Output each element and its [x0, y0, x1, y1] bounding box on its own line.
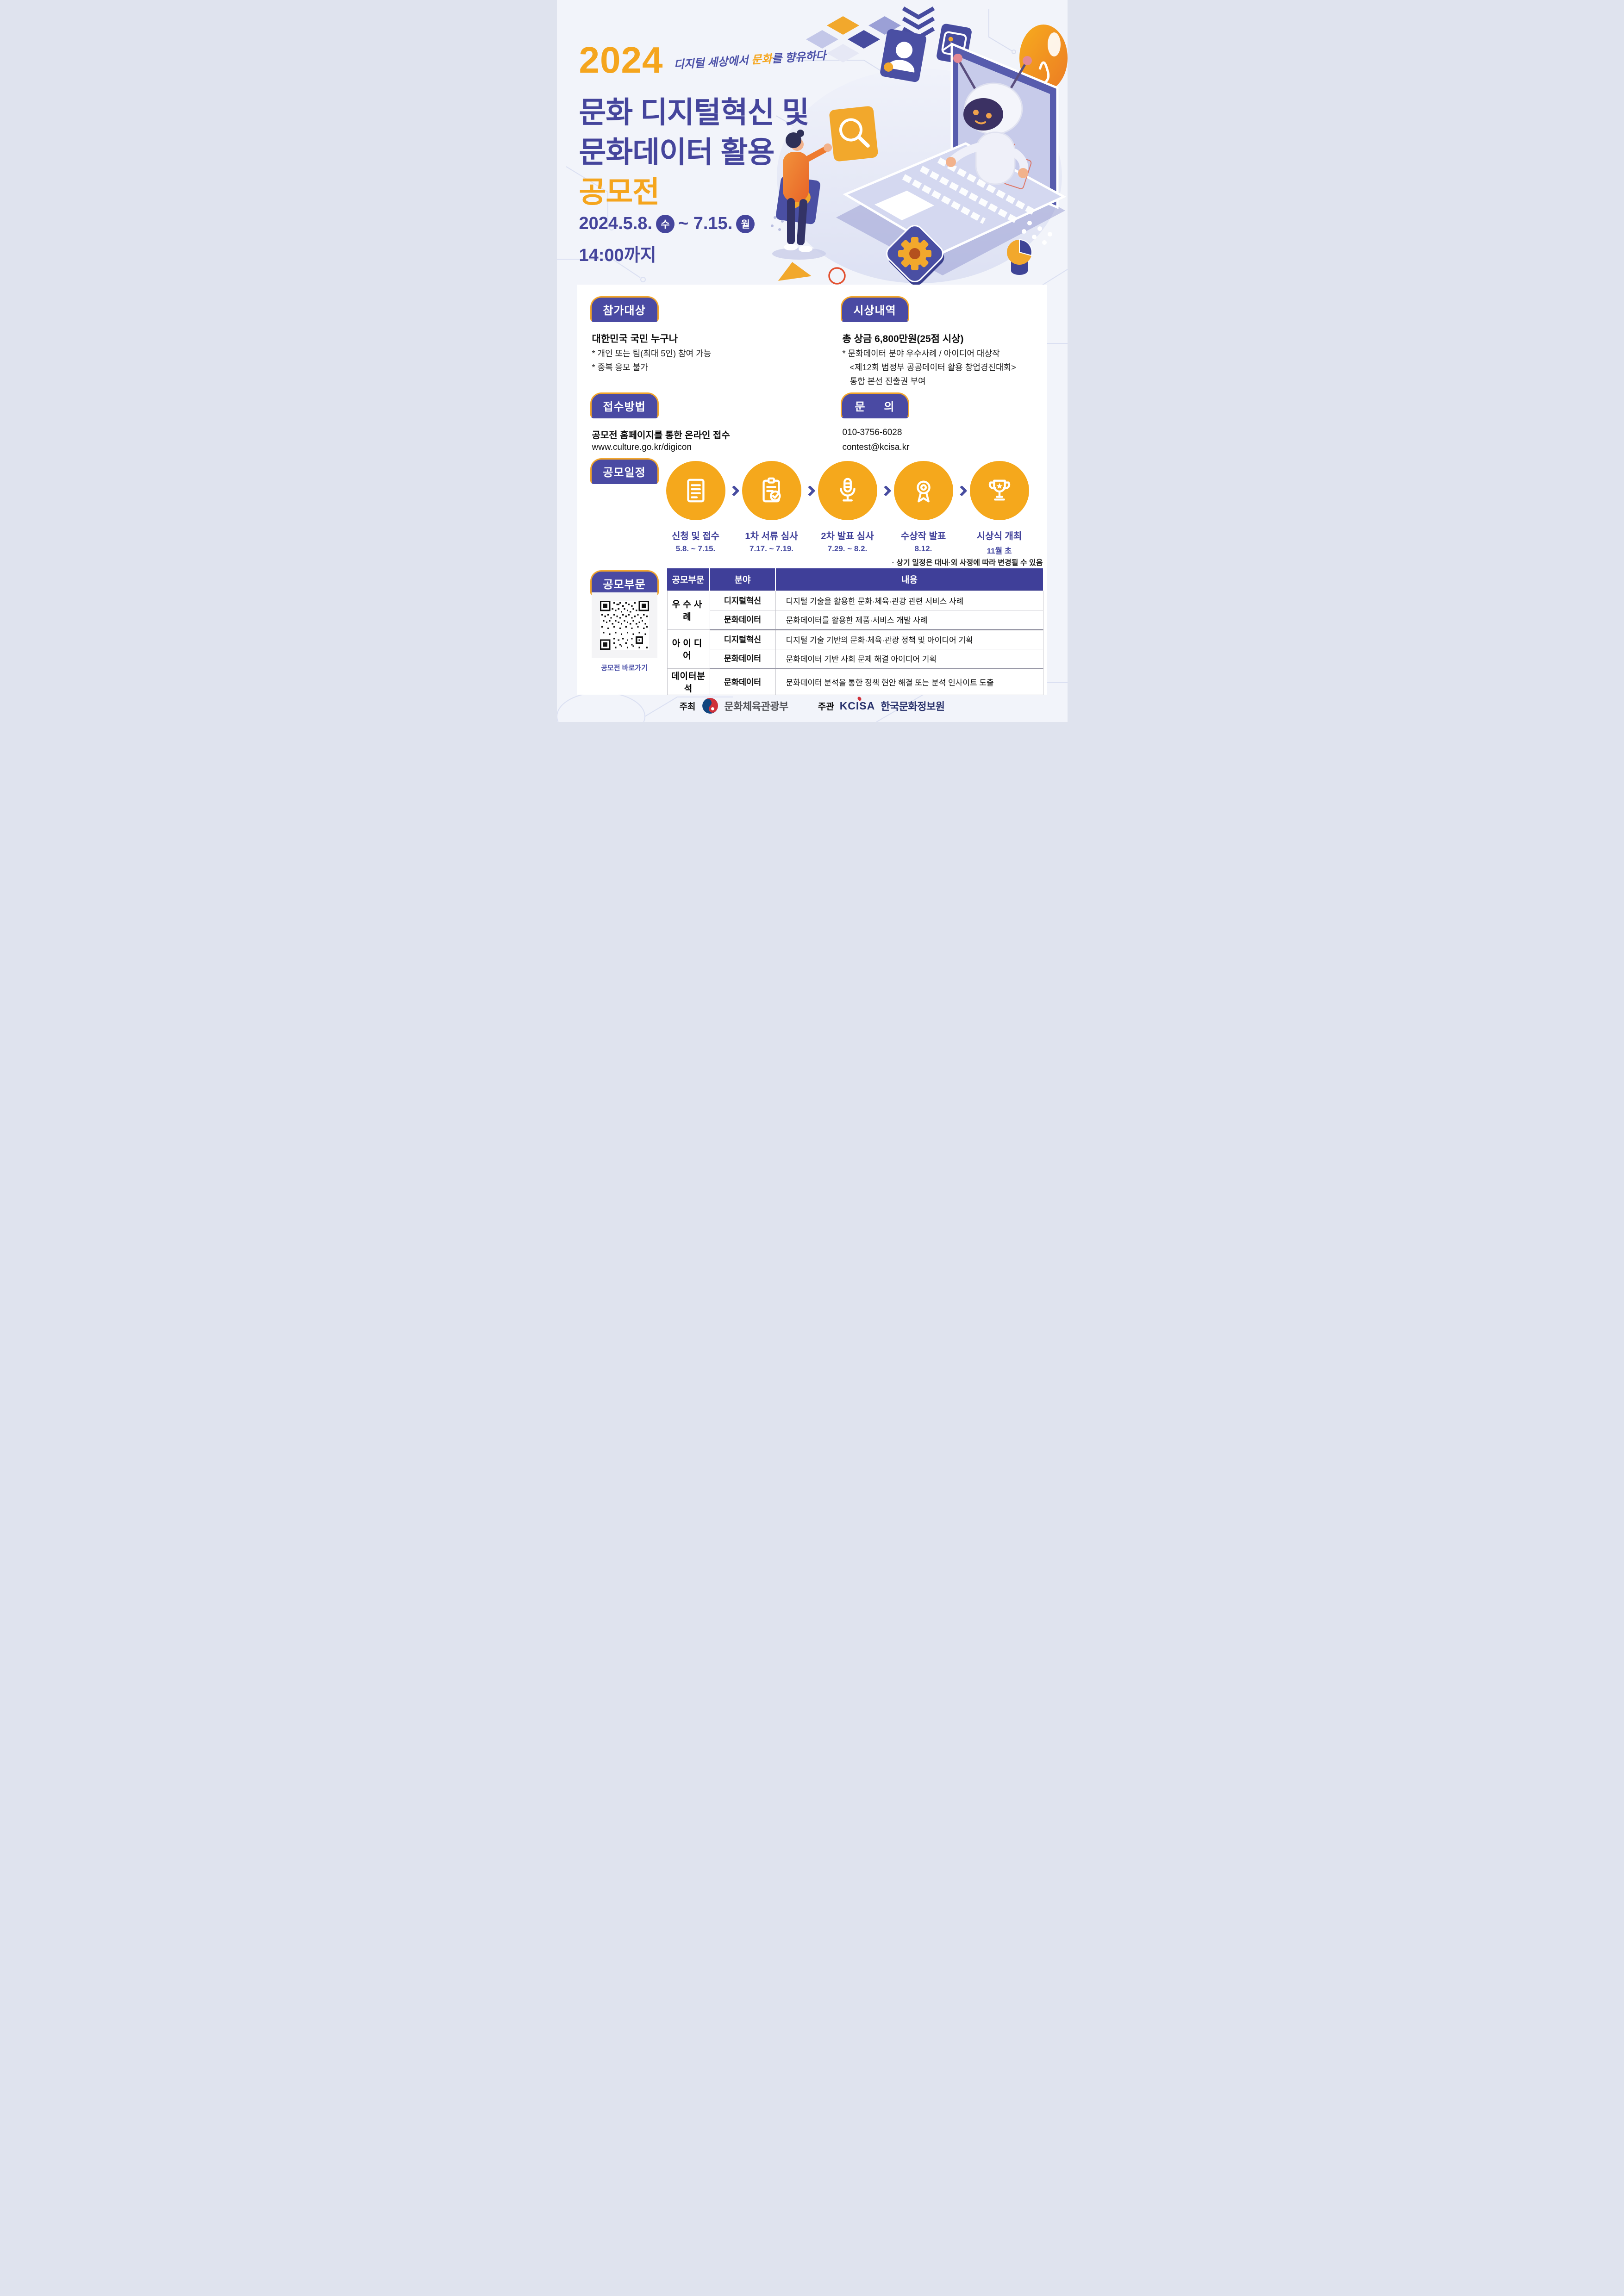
table-row: 아이디어 디지털혁신 디지털 기술 기반의 문화·체육·관광 정책 및 아이디어… [667, 629, 1043, 669]
field-cell: 디지털혁신 [709, 629, 776, 649]
category-idea: 아이디어 [667, 629, 710, 669]
year-label: 2024 [579, 39, 663, 81]
qr-caption: 공모전 바로가기 [601, 664, 648, 672]
category-best-case: 우수사례 [667, 590, 710, 630]
awards-bullet-3: 통합 본선 진출권 부여 [849, 377, 926, 386]
field-cell: 문화데이터 [709, 668, 776, 695]
trophy-icon [988, 479, 1010, 501]
participants-bullet-1: * 개인 또는 팀(최대 5인) 참여 가능 [592, 349, 712, 358]
desc-cell: 문화데이터를 활용한 제품·서비스 개발 사례 [775, 610, 1043, 630]
main-title-line2: 문화데이터 활용 [579, 136, 775, 169]
search-icon [829, 106, 878, 162]
schedule-note: · 상기 일정은 대내·외 사정에 따라 변경될 수 있음 [892, 559, 1043, 567]
schedule-badge: 공모일정 [590, 458, 659, 484]
period-end: ~ 7.15. [678, 214, 733, 233]
category-data-analysis: 데이터분석 [667, 668, 710, 695]
mcst-taegeuk-icon [702, 698, 718, 714]
col-header-category: 공모부문 [667, 568, 710, 591]
qr-panel [591, 592, 657, 658]
tagline-post: 를 향유하다 [771, 49, 826, 66]
organizer-name: 한국문화정보원 [881, 701, 945, 712]
schedule-step-4-date: 8.12. [914, 544, 932, 553]
poster: 2024 디지털 세상에서 문화를 향유하다 문화 디지털혁신 및 문화데이터 … [556, 0, 1068, 722]
tagline-pre: 디지털 세상에서 [673, 54, 752, 72]
tagline-highlight: 문화 [750, 53, 772, 67]
schedule-step-3-date: 7.29. ~ 8.2. [827, 544, 868, 553]
inquiry-phone: 010-3756-6028 [842, 428, 902, 437]
field-cell: 디지털혁신 [709, 590, 776, 610]
table-row: 데이터분석 문화데이터 문화데이터 분석을 통한 정책 현안 해결 또는 분석 … [667, 668, 1043, 695]
awards-bullet-1: * 문화데이터 분야 우수사례 / 아이디어 대상작 [842, 349, 1000, 358]
categories-table: 공모부문 분야 내용 우수사례 디지털혁신 디지털 기술을 활용한 문화·체육·… [667, 568, 1043, 695]
person [772, 130, 832, 260]
deadline-time: 14:00까지 [579, 246, 656, 265]
inquiry-email: contest@kcisa.kr [842, 442, 910, 452]
apply-headline: 공모전 홈페이지를 통한 온라인 접수 [592, 430, 730, 441]
inquiry-badge-right: 의 [884, 400, 895, 413]
kcisa-logo-text: KCISA [839, 699, 875, 712]
schedule-step-1-date: 5.8. ~ 7.15. [675, 544, 716, 553]
document-icon [687, 479, 705, 503]
main-title-line3: 공모전 [579, 175, 660, 209]
microphone-icon [839, 478, 856, 502]
participants-headline: 대한민국 국민 누구나 [592, 334, 678, 344]
contest-period: 2024.5.8. 수 ~ 7.15. 월 [579, 214, 755, 234]
col-header-desc: 내용 [775, 568, 1043, 591]
schedule-step-5-label: 시상식 개최 [976, 531, 1022, 541]
hero-illustration [770, 6, 1068, 285]
schedule-step-3-label: 2차 발표 심사 [821, 531, 874, 541]
awards-badge: 시상내역 [840, 296, 909, 322]
host-name: 문화체육관광부 [724, 701, 789, 712]
desc-cell: 문화데이터 기반 사회 문제 해결 아이디어 기획 [775, 648, 1043, 669]
apply-badge: 접수방법 [590, 392, 659, 418]
weekday-wed-badge: 수 [656, 214, 675, 233]
field-cell: 문화데이터 [709, 648, 776, 669]
organizer-label: 주관 [818, 702, 834, 712]
weekday-mon-badge: 월 [736, 214, 755, 233]
footer: 주최 문화체육관광부 주관 KCISA 한국문화정보원 [557, 696, 1068, 715]
field-cell: 문화데이터 [709, 610, 776, 630]
main-title-line1: 문화 디지털혁신 및 [579, 96, 810, 129]
participants-badge: 참가대상 [590, 296, 659, 322]
clipboard-check-icon [762, 477, 781, 503]
host-label: 주최 [679, 702, 696, 712]
desc-cell: 문화데이터 분석을 통한 정책 현안 해결 또는 분석 인사이트 도출 [775, 668, 1043, 695]
qr-code [600, 601, 649, 650]
schedule-step-2-date: 7.17. ~ 7.19. [750, 544, 793, 553]
period-start: 2024.5.8. [579, 214, 652, 233]
user-icon [880, 29, 926, 82]
table-row: 우수사례 디지털혁신 디지털 기술을 활용한 문화·체육·관광 관련 서비스 사… [667, 590, 1043, 630]
host-logo-group: 주최 문화체육관광부 [680, 697, 788, 715]
gear-icon [886, 225, 944, 285]
inquiry-badge-left: 문 [855, 400, 866, 413]
apply-url: www.culture.go.kr/digicon [592, 442, 692, 452]
col-header-field: 분야 [709, 568, 775, 591]
desc-cell: 디지털 기술을 활용한 문화·체육·관광 관련 서비스 사례 [775, 590, 1043, 610]
schedule-step-5-circle [969, 461, 1029, 520]
schedule-step-3-circle [818, 461, 877, 520]
pie-chart-icon [1006, 239, 1032, 275]
medal-icon [916, 480, 931, 503]
schedule-step-1-label: 신청 및 접수 [671, 531, 720, 541]
table-header-row: 공모부문 분야 내용 [667, 568, 1043, 591]
schedule-step-5-date: 11월 초 [987, 547, 1012, 555]
schedule-step-1-circle [666, 461, 725, 520]
robot [945, 54, 1032, 185]
kcisa-logo: KCISA [839, 696, 875, 712]
schedule-step-4-circle [893, 461, 953, 520]
table-row: 문화데이터 문화데이터 기반 사회 문제 해결 아이디어 기획 [667, 648, 1043, 669]
awards-headline: 총 상금 6,800만원(25점 시상) [842, 334, 964, 344]
awards-bullet-2: <제12회 범정부 공공데이터 활용 창업경진대회> [849, 363, 1016, 372]
schedule-step-2-circle [742, 461, 801, 520]
schedule-step-4-label: 수상작 발표 [900, 531, 946, 541]
table-row: 문화데이터 문화데이터를 활용한 제품·서비스 개발 사례 [667, 610, 1043, 630]
schedule-step-2-label: 1차 서류 심사 [745, 531, 798, 541]
desc-cell: 디지털 기술 기반의 문화·체육·관광 정책 및 아이디어 기획 [775, 629, 1043, 649]
inquiry-badge: 문 의 [840, 392, 909, 418]
diamond-stack [806, 6, 935, 62]
categories-badge: 공모부문 [590, 570, 659, 596]
participants-bullet-2: * 중복 응모 불가 [592, 363, 648, 372]
organizer-logo-group: 주관 KCISA 한국문화정보원 [818, 696, 945, 713]
